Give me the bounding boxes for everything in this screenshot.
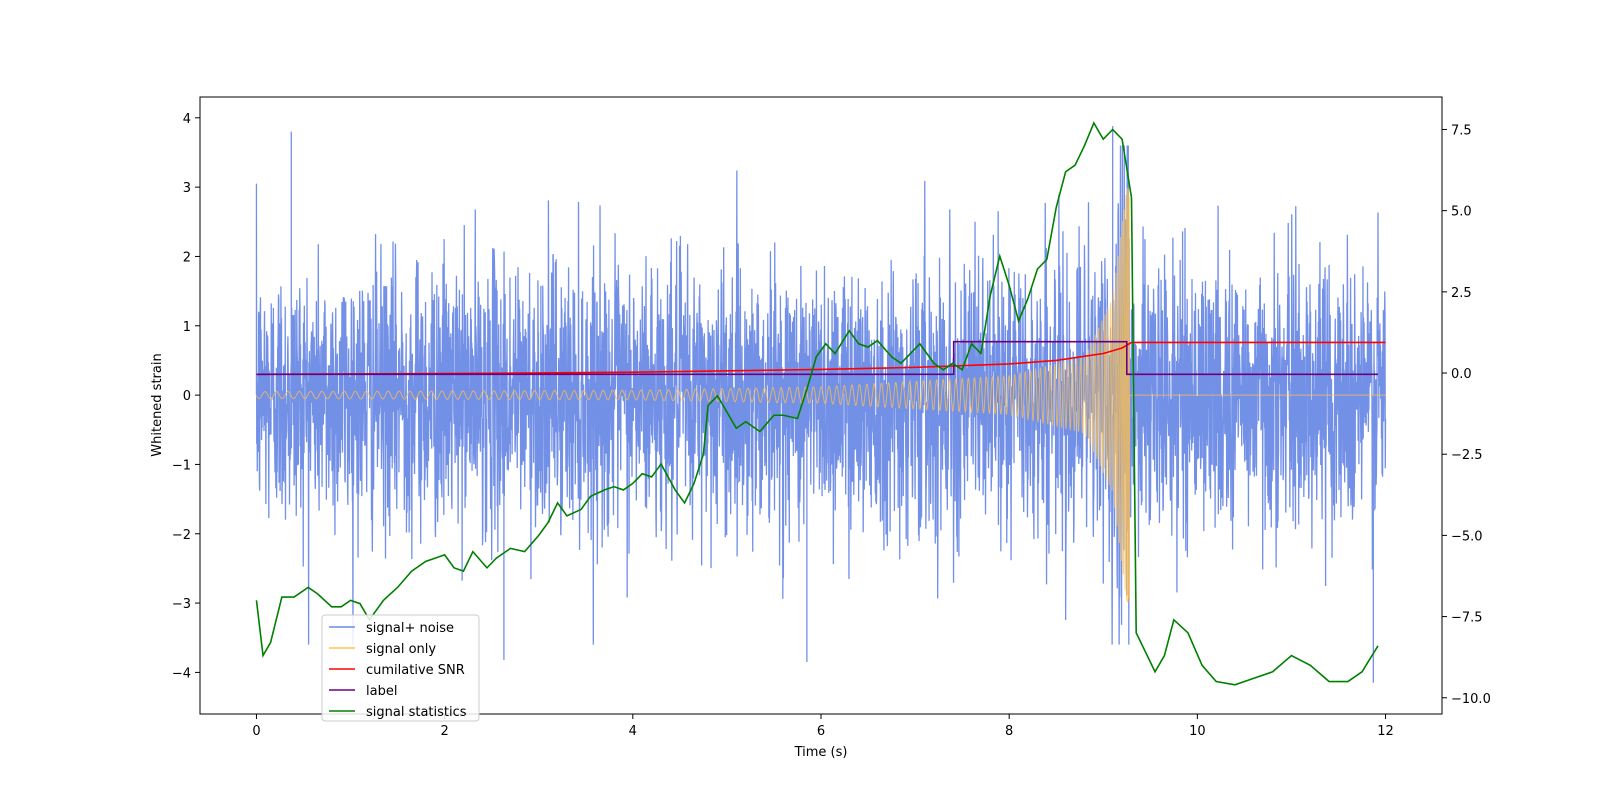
x-axis-label: Time (s) [794, 745, 848, 760]
y-tick-label: 4 [183, 112, 191, 127]
legend-label: cumilative SNR [366, 663, 465, 678]
y2-tick-label: 7.5 [1451, 123, 1472, 138]
series-signal-statistics [255, 121, 1379, 686]
y2-tick-label: 2.5 [1451, 286, 1472, 301]
x-tick-label: 12 [1377, 724, 1394, 739]
y-tick-label: 3 [183, 181, 191, 196]
series-cumilative-snr [256, 341, 1386, 376]
legend-box [321, 614, 480, 722]
x-tick-label: 2 [440, 724, 448, 739]
y2-tick-label: −5.0 [1451, 529, 1483, 544]
x-axis: 0 2 4 6 8 10 12 [252, 714, 1394, 739]
y-axis-label: Whitened strain [150, 353, 165, 456]
x-tick-label: 8 [1005, 724, 1013, 739]
legend-label: signal only [366, 642, 436, 657]
y-tick-label: −1 [172, 458, 191, 473]
y-tick-label: 1 [183, 320, 191, 335]
y-tick-label: 2 [183, 250, 191, 265]
legend: signal+ noise signal only cumilative SNR la… [321, 614, 480, 722]
series-signal-only [256, 188, 1386, 603]
legend-label: signal statistics [366, 705, 467, 720]
legend-label: label [366, 684, 397, 699]
x-tick-label: 10 [1189, 724, 1206, 739]
legend-label: signal+ noise [366, 621, 454, 636]
y-tick-label: −2 [172, 528, 191, 543]
y2-tick-label: 0.0 [1451, 367, 1472, 382]
series-layer [255, 121, 1387, 686]
x-tick-label: 0 [252, 724, 260, 739]
y2-tick-label: −10.0 [1451, 692, 1491, 707]
series-signal-noise [255, 126, 1387, 683]
x-tick-label: 4 [629, 724, 637, 739]
y-tick-label: −3 [172, 597, 191, 612]
y2-tick-label: −2.5 [1451, 448, 1483, 463]
y-tick-label: −4 [172, 666, 191, 681]
y-axis-right: −10.0 −7.5 −5.0 −2.5 0.0 2.5 5.0 7.5 [1442, 123, 1491, 707]
x-tick-label: 6 [817, 724, 825, 739]
y-tick-label: 0 [183, 389, 191, 404]
y2-tick-label: −7.5 [1451, 611, 1483, 626]
series-label [256, 340, 1379, 376]
y2-tick-label: 5.0 [1451, 205, 1472, 220]
y-axis-left: −4 −3 −2 −1 0 1 2 3 4 [172, 112, 200, 681]
